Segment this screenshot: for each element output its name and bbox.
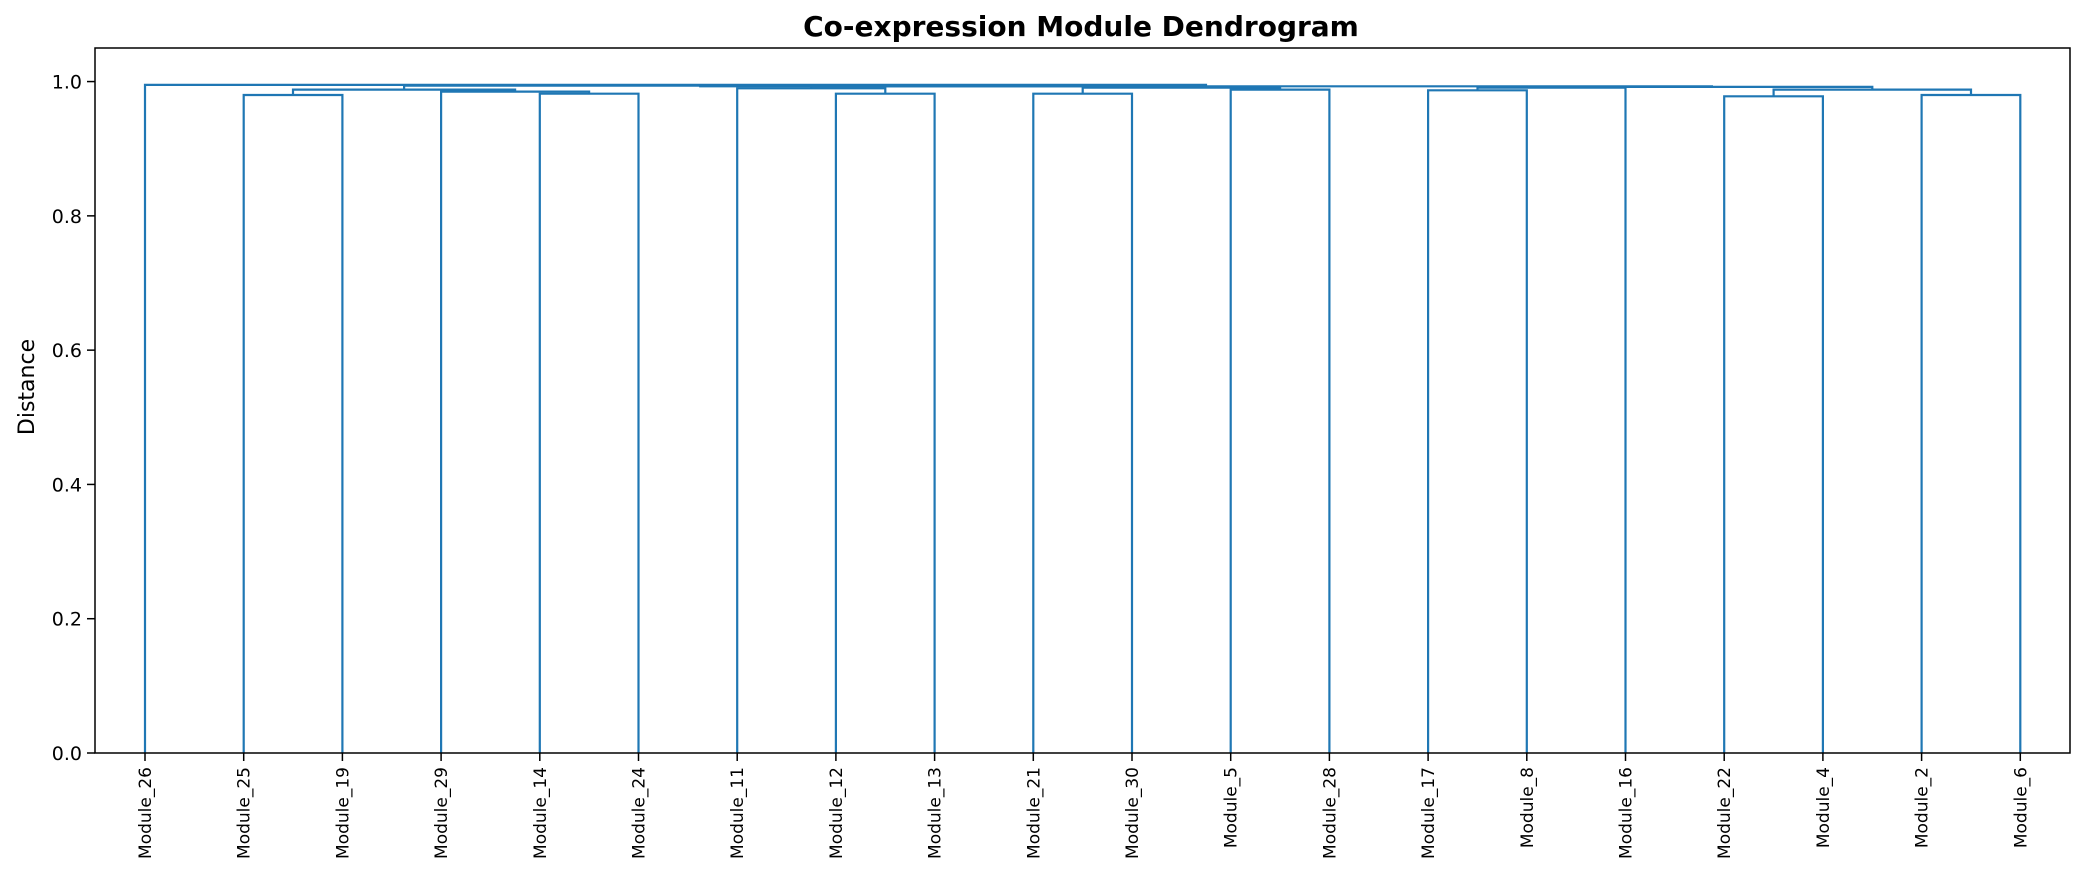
dendrogram-link-H (1229, 88, 1331, 753)
y-tick-label: 0.8 (52, 206, 82, 228)
leaf-label: Module_12 (827, 767, 847, 859)
leaf-label: Module_13 (926, 767, 946, 859)
leaf-label: Module_24 (630, 767, 650, 859)
dendrogram-link-B (538, 92, 640, 753)
dendrogram-link-G (1032, 92, 1134, 753)
dendrogram-link-O (1920, 93, 2022, 753)
leaf-label: Module_30 (1123, 767, 1143, 859)
plot-frame (94, 47, 2071, 754)
leaf-label: Module_26 (136, 767, 156, 859)
leaf-label: Module_22 (1715, 767, 1735, 859)
dendrogram-link-A (242, 93, 344, 753)
leaf-label: Module_14 (531, 767, 551, 859)
dendrogram-link-E (834, 92, 936, 753)
dendrogram-link-L (1426, 89, 1528, 753)
leaf-label: Module_5 (1222, 767, 1242, 848)
chart-title: Co-expression Module Dendrogram (803, 10, 1359, 43)
leaf-label: Module_6 (2011, 767, 2031, 848)
dendrogram-link-S (143, 83, 1208, 753)
dendrogram-link-C (440, 90, 591, 753)
y-axis-ticks: 0.0 0.2 0.4 0.6 0.8 1.0 (52, 72, 95, 765)
leaf-label: Module_16 (1617, 767, 1637, 859)
leaf-label: Module_2 (1913, 767, 1933, 848)
y-axis-label: Distance (15, 339, 40, 435)
leaf-label: Module_17 (1419, 767, 1439, 859)
y-tick-label: 0.2 (52, 609, 82, 631)
leaf-label: Module_8 (1518, 767, 1538, 848)
dendrogram-link-M (1476, 86, 1627, 753)
leaf-label: Module_29 (432, 767, 452, 859)
y-tick-label: 1.0 (52, 72, 82, 94)
leaf-label: Module_28 (1320, 767, 1340, 859)
dendrogram-link-F (736, 87, 887, 753)
y-tick-label: 0.4 (52, 474, 82, 496)
y-tick-label: 0.6 (52, 340, 82, 362)
dendrogram-links (143, 83, 2022, 753)
dendrogram-link-N (1723, 95, 1825, 753)
leaf-label: Module_19 (333, 767, 353, 859)
leaf-label: Module_25 (235, 767, 255, 859)
leaf-label: Module_21 (1024, 767, 1044, 859)
y-tick-label: 0.0 (52, 743, 82, 765)
leaf-label: Module_11 (728, 767, 748, 859)
x-axis-ticks: Module_26 Module_25 Module_19 Module_29 Modu… (136, 753, 2031, 859)
leaf-label: Module_4 (1814, 767, 1834, 848)
